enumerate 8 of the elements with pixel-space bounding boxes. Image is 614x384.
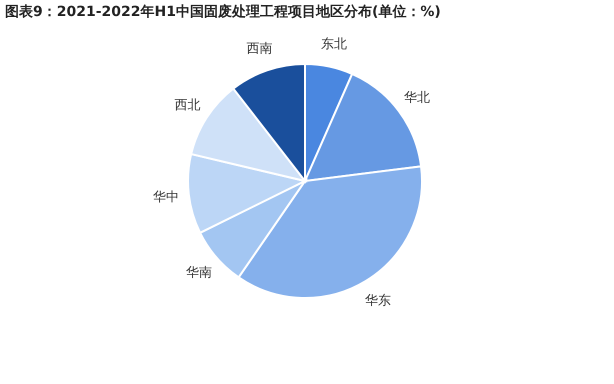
slice-label: 华东 xyxy=(364,294,391,309)
slice-label: 华中 xyxy=(152,190,179,205)
slice-label: 华北 xyxy=(404,90,430,106)
slice-label: 东北 xyxy=(320,37,347,52)
slice-label: 西南 xyxy=(246,42,273,57)
slice-label: 华南 xyxy=(186,266,212,281)
chart-title: 图表9：2021-2022年H1中国固废处理工程项目地区分布(单位：%) xyxy=(5,3,441,20)
slice-label: 西北 xyxy=(174,98,200,114)
